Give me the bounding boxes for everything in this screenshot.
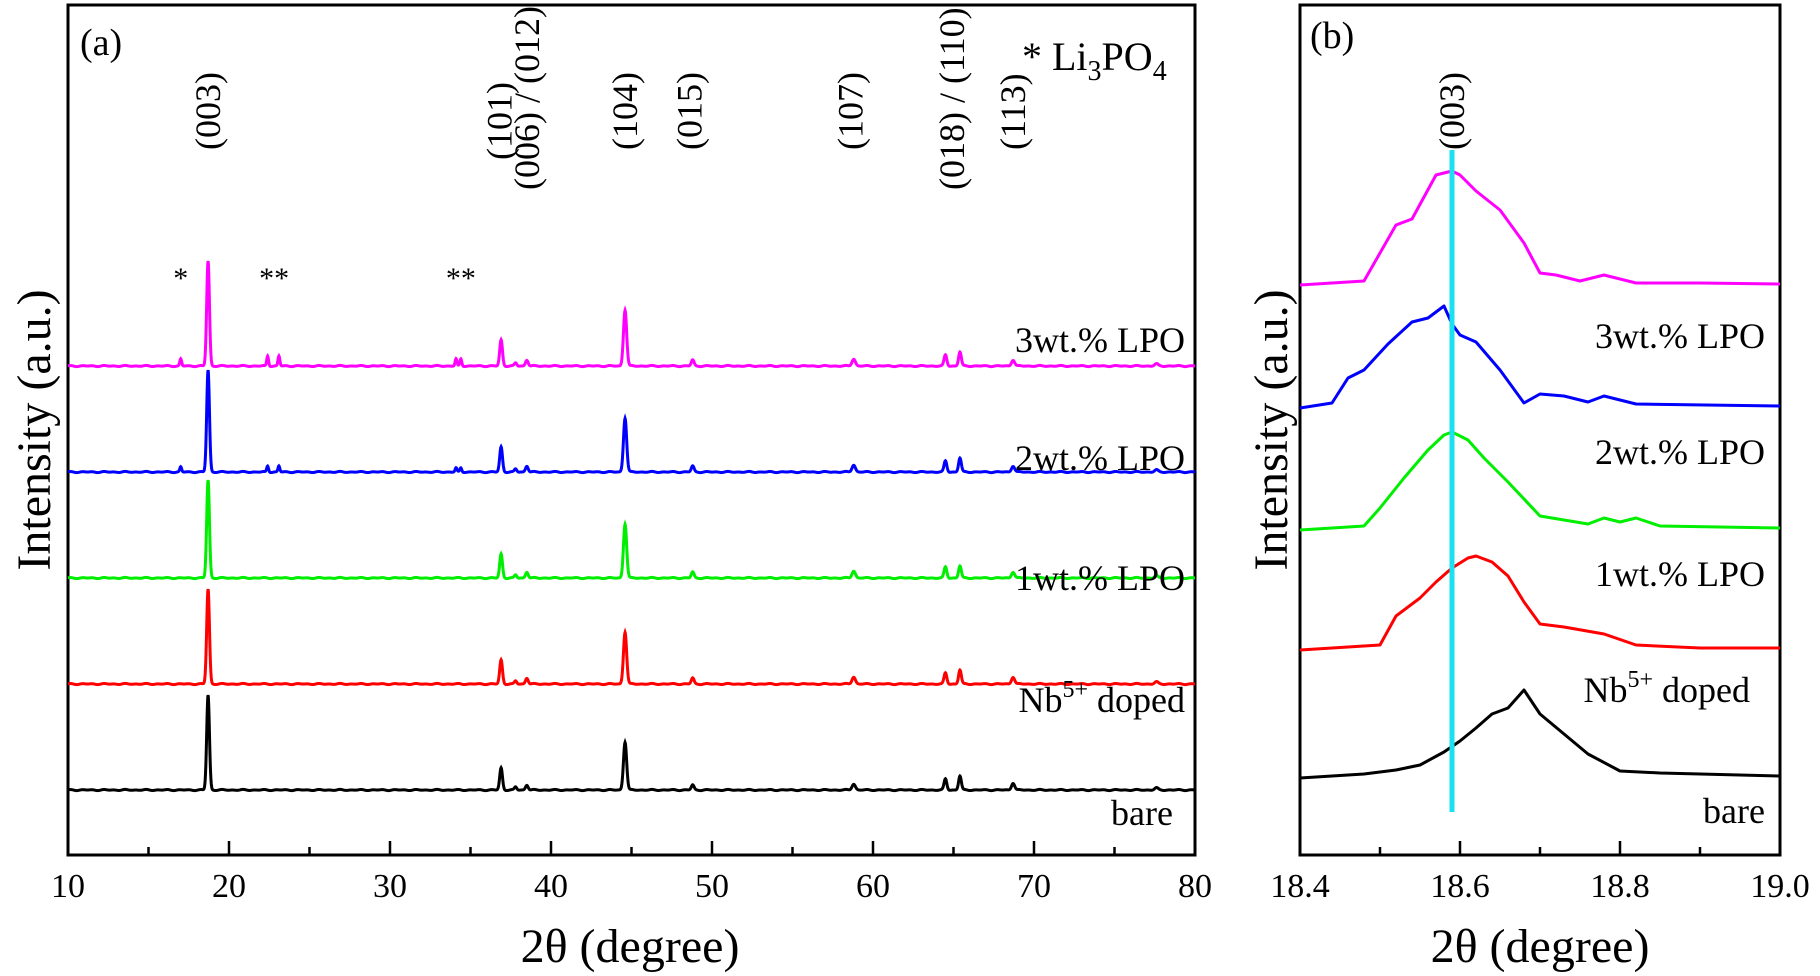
hkl-label-a-5: (107) [830,72,870,150]
hkl-label-a-4: (015) [669,72,709,150]
hkl-label-b-003: (003) [1432,72,1472,150]
panel-b-xlabel: 2θ (degree) [1431,920,1650,973]
star-marker-1: ** [259,262,289,295]
tick-label-a-40: 40 [534,868,568,905]
series-a-lpo3 [67,260,1196,369]
panel-b-tag: (b) [1310,15,1354,57]
panel-b-frame [1298,3,1782,857]
tick-label-a-60: 60 [856,868,890,905]
label-a-nb-doped: Nb5+ doped [1018,677,1185,720]
label-a-3wt: 3wt.% LPO [1015,320,1185,360]
li3po4-note: * Li3PO4 [1022,34,1167,87]
hkl-label-a-7: (113) [993,73,1033,150]
tick-label-a-70: 70 [1017,868,1051,905]
panel-b-ylabel: Intensity (a.u.) [1245,289,1298,570]
tick-label-b-1: 18.6 [1430,868,1490,905]
label-a-2wt: 2wt.% LPO [1015,438,1185,478]
series-b-lpo2 [1299,304,1781,410]
hkl-label-a-6: (018) / (110) [932,7,972,190]
hkl-label-a-0: (003) [188,72,228,150]
panel-b-plot: 18.4 18.6 18.8 19.0 (003) (b) 3wt.% LPO 2wt… [1245,3,1810,973]
star-marker-2: ** [446,262,476,295]
series-a-nb [67,588,1196,687]
label-b-nb-doped: Nb5+ doped [1583,667,1750,710]
label-a-1wt: 1wt.% LPO [1015,558,1185,598]
tick-label-b-3: 19.0 [1750,868,1810,905]
panel-a-tag: (a) [80,22,122,64]
tick-label-b-2: 18.8 [1590,868,1650,905]
series-a-lpo2 [67,369,1196,475]
hkl-label-a-2: (006) / (012) [507,6,547,190]
series-a-bare [67,694,1196,793]
label-a-bare: bare [1111,793,1173,833]
series-a-lpo1 [67,479,1196,581]
panel-a-ylabel: Intensity (a.u.) [8,289,61,570]
panel-a-xlabel: 2θ (degree) [521,920,740,973]
hkl-label-a-1: (101) [479,82,519,160]
tick-label-a-80: 80 [1178,868,1212,905]
label-b-bare: bare [1703,791,1765,831]
tick-label-a-10: 10 [51,868,85,905]
label-b-3wt: 3wt.% LPO [1595,316,1765,356]
series-b-nb [1299,554,1780,652]
hkl-label-a-3: (104) [605,72,645,150]
tick-label-a-50: 50 [695,868,729,905]
series-b-bare [1299,688,1781,780]
star-marker-0: * [173,262,188,295]
panel-a-plot: 10 20 30 40 50 60 70 80 (003) (101)(006) / (012)… [8,3,1212,973]
series-b-lpo3 [1299,169,1781,287]
tick-label-a-30: 30 [373,868,407,905]
tick-label-a-20: 20 [212,868,246,905]
tick-label-b-0: 18.4 [1270,868,1330,905]
series-b-lpo1 [1299,430,1781,532]
label-b-1wt: 1wt.% LPO [1595,554,1765,594]
label-b-2wt: 2wt.% LPO [1595,432,1765,472]
